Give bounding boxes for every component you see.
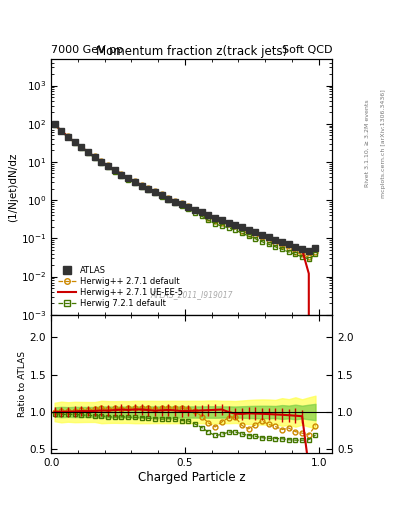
Y-axis label: Ratio to ATLAS: Ratio to ATLAS	[18, 351, 27, 417]
X-axis label: Charged Particle z: Charged Particle z	[138, 471, 245, 484]
Title: Momentum fraction z(track jets): Momentum fraction z(track jets)	[96, 45, 287, 58]
Text: ATLAS_2011_I919017: ATLAS_2011_I919017	[151, 290, 233, 300]
Y-axis label: (1/Njet)dN/dz: (1/Njet)dN/dz	[8, 152, 18, 222]
Text: Soft QCD: Soft QCD	[282, 45, 332, 55]
Text: mcplots.cern.ch [arXiv:1306.3436]: mcplots.cern.ch [arXiv:1306.3436]	[381, 89, 386, 198]
Text: Rivet 3.1.10, ≥ 3.2M events: Rivet 3.1.10, ≥ 3.2M events	[365, 99, 370, 187]
Text: 7000 GeV pp: 7000 GeV pp	[51, 45, 123, 55]
Legend: ATLAS, Herwig++ 2.7.1 default, Herwig++ 2.7.1 UE-EE-5, Herwig 7.2.1 default: ATLAS, Herwig++ 2.7.1 default, Herwig++ …	[55, 263, 186, 311]
